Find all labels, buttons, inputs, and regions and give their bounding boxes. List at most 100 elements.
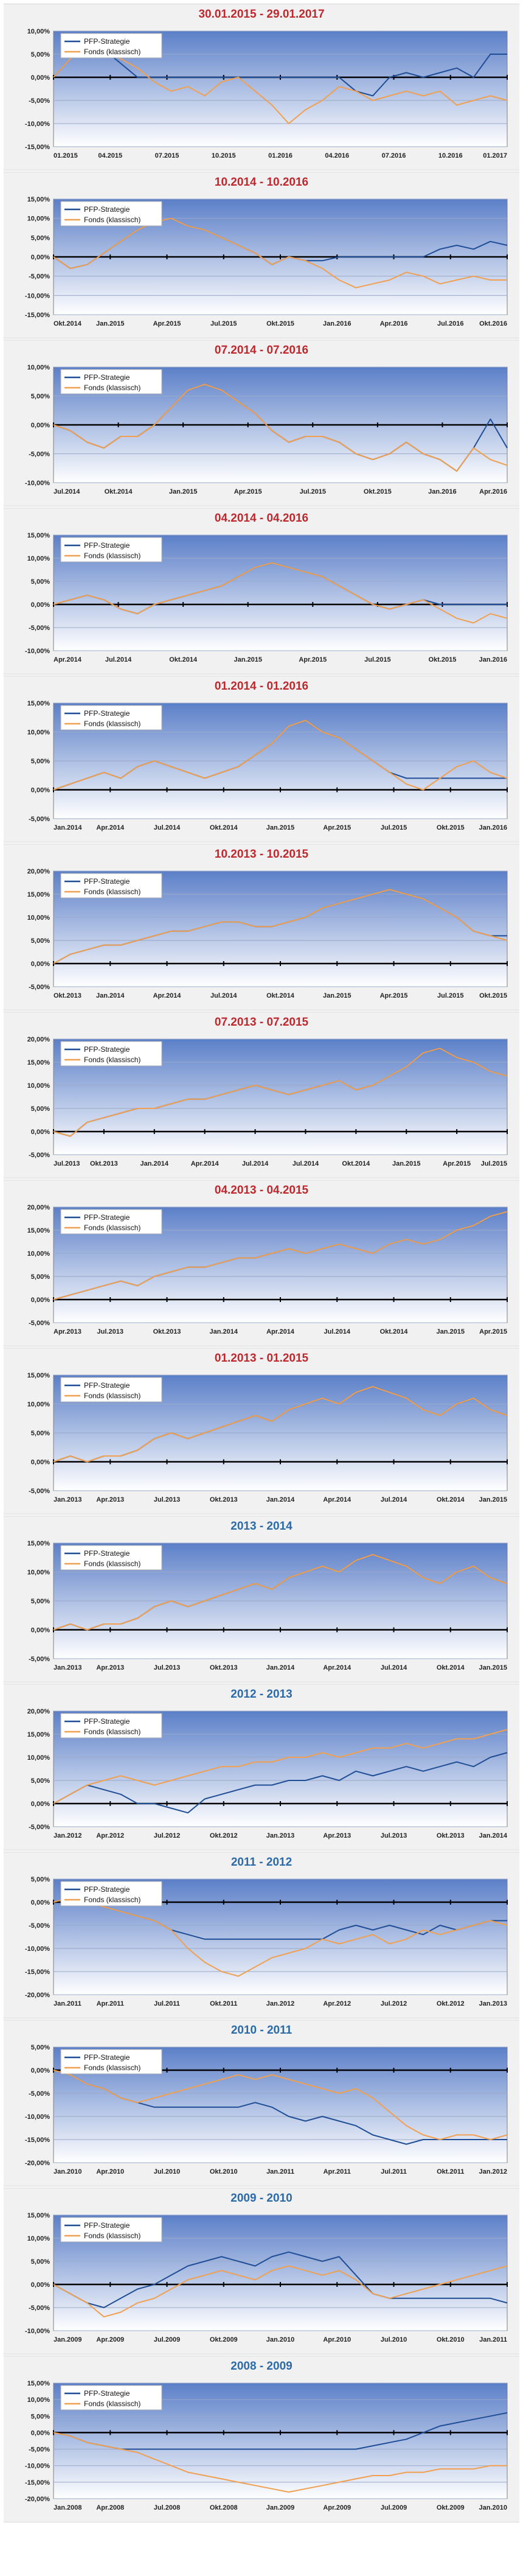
x-tick-label: Apr.2015 — [443, 1160, 471, 1167]
x-tick-label: Apr.2013 — [96, 1664, 124, 1671]
x-tick-label: Apr.2015 — [299, 656, 327, 663]
x-tick-label: 01.2015 — [54, 152, 78, 159]
legend-label: PFP-Strategie — [84, 1381, 130, 1390]
x-tick-label: Jul.2014 — [293, 1160, 319, 1167]
chart-panel: 2011 - 2012 5,00% 0,00% -5,00% -10,00% -15,00… — [4, 1852, 519, 2018]
chart-panel: 01.2014 - 01.2016 15,00% 10,00% 5,00% 0,00% -… — [4, 676, 519, 842]
y-tick-label: 20,00% — [27, 1708, 50, 1715]
x-tick-label: Jan.2010 — [54, 2168, 81, 2175]
line-chart: 20,00% 15,00% 10,00% 5,00% 0,00% -5,00% Jul.20… — [27, 1036, 508, 1167]
legend-label: Fonds (klassisch) — [84, 1391, 140, 1400]
x-tick-label: Jan.2011 — [54, 2000, 81, 2007]
x-tick-label: Apr.2009 — [96, 2336, 124, 2343]
y-tick-label: 5,00% — [31, 234, 50, 242]
x-tick-label: Jan.2015 — [437, 1328, 465, 1335]
y-tick-label: 5,00% — [31, 1430, 50, 1437]
y-tick-label: 15,00% — [27, 1540, 50, 1547]
y-tick-label: -10,00% — [25, 2463, 50, 2470]
legend-label: Fonds (klassisch) — [84, 2231, 140, 2240]
y-tick-label: 0,00% — [31, 1459, 50, 1466]
x-tick-label: Apr.2011 — [324, 2168, 351, 2175]
x-tick-label: Jan.2014 — [266, 1496, 295, 1503]
x-tick-label: Jan.2014 — [140, 1160, 169, 1167]
y-tick-label: 0,00% — [31, 2281, 50, 2289]
x-tick-label: Jul.2011 — [381, 2168, 407, 2175]
y-tick-label: 10,00% — [27, 1401, 50, 1409]
y-tick-label: 15,00% — [27, 1227, 50, 1234]
x-tick-label: Apr.2014 — [96, 824, 125, 831]
x-tick-label: Apr.2014 — [323, 1664, 352, 1671]
y-tick-label: 0,00% — [31, 1297, 50, 1304]
x-tick-label: Jan.2014 — [479, 1832, 508, 1839]
line-chart: 20,00% 15,00% 10,00% 5,00% 0,00% -5,00% Apr.20… — [27, 1204, 508, 1335]
y-tick-label: 10,00% — [27, 2396, 50, 2404]
x-tick-label: Jul.2009 — [381, 2504, 407, 2511]
x-tick-label: Apr.2012 — [96, 1832, 124, 1839]
legend-label: Fonds (klassisch) — [84, 1559, 140, 1568]
legend-label: PFP-Strategie — [84, 1549, 130, 1558]
chart-title: 2008 - 2009 — [230, 2360, 293, 2373]
x-tick-label: Jul.2015 — [481, 1160, 507, 1167]
x-tick-label: Jul.2015 — [381, 824, 407, 831]
x-tick-label: Jan.2012 — [479, 2168, 507, 2175]
x-tick-label: Apr.2013 — [323, 1832, 351, 1839]
chart-panel: 2009 - 2010 15,00% 10,00% 5,00% 0,00% -5,00% -… — [4, 2188, 519, 2354]
legend-box — [60, 1209, 162, 1234]
x-tick-label: Okt.2008 — [210, 2504, 238, 2511]
y-tick-label: -20,00% — [25, 2496, 50, 2503]
x-tick-label: Okt.2015 — [266, 320, 294, 327]
legend-box — [60, 1713, 162, 1738]
x-tick-label: Okt.2013 — [54, 992, 81, 999]
chart-title: 2011 - 2012 — [230, 1856, 293, 1869]
line-chart: 15,00% 10,00% 5,00% 0,00% -5,00% -10,00% Apr.2… — [25, 532, 508, 663]
series-line-fund — [53, 1211, 508, 1300]
legend-label: Fonds (klassisch) — [84, 551, 140, 560]
line-chart: 20,00% 15,00% 10,00% 5,00% 0,00% -5,00% Okt.20… — [27, 868, 508, 999]
x-tick-label: 01.2016 — [268, 152, 293, 159]
x-tick-label: Apr.2014 — [153, 992, 182, 999]
series-line-fund — [53, 2265, 508, 2318]
y-tick-label: 0,00% — [31, 1627, 50, 1634]
x-tick-label: Jul.2011 — [154, 2000, 180, 2007]
legend-label: PFP-Strategie — [84, 877, 130, 886]
chart-panel: 30.01.2015 - 29.01.2017 10,00% 5,00% 0,00% -… — [4, 4, 519, 170]
x-tick-label: Jan.2016 — [479, 824, 507, 831]
legend-box — [60, 1377, 162, 1402]
x-tick-label: Jan.2015 — [266, 824, 294, 831]
y-tick-label: -15,00% — [25, 1969, 50, 1976]
legend-label: PFP-Strategie — [84, 373, 130, 382]
y-tick-label: 20,00% — [27, 1204, 50, 1211]
legend-label: Fonds (klassisch) — [84, 1727, 140, 1736]
y-tick-label: 15,00% — [27, 196, 50, 203]
chart-panel: 07.2014 - 07.2016 10,00% 5,00% 0,00% -5,00% -… — [4, 340, 519, 506]
chart-title: 2012 - 2013 — [230, 1688, 293, 1701]
line-chart: 10,00% 5,00% 0,00% -5,00% -10,00% -15,00% 01.2… — [25, 28, 508, 159]
y-tick-label: 0,00% — [31, 1899, 50, 1906]
y-tick-label: 5,00% — [31, 393, 50, 401]
y-tick-label: -15,00% — [25, 2137, 50, 2144]
chart-title: 2010 - 2011 — [230, 2024, 293, 2037]
y-tick-label: -5,00% — [29, 1488, 50, 1495]
x-tick-label: Apr.2014 — [266, 1328, 295, 1335]
y-tick-label: 15,00% — [27, 2212, 50, 2219]
x-tick-label: Apr.2015 — [153, 320, 181, 327]
y-tick-label: 15,00% — [27, 700, 50, 707]
y-tick-label: -5,00% — [29, 2446, 50, 2454]
x-tick-label: Jan.2013 — [479, 2000, 507, 2007]
x-tick-label: Jan.2009 — [266, 2504, 294, 2511]
x-tick-label: Jan.2015 — [479, 1496, 507, 1503]
x-tick-label: 01.2017 — [483, 152, 507, 159]
x-tick-label: Apr.2008 — [96, 2504, 124, 2511]
x-tick-label: Okt.2014 — [210, 824, 238, 831]
y-tick-label: 15,00% — [27, 1372, 50, 1379]
legend-label: PFP-Strategie — [84, 709, 130, 718]
y-tick-label: 5,00% — [31, 578, 50, 586]
x-tick-label: Apr.2016 — [479, 488, 507, 495]
x-tick-label: Okt.2015 — [428, 656, 456, 663]
x-tick-label: Apr.2010 — [323, 2336, 351, 2343]
chart-title: 07.2013 - 07.2015 — [214, 1016, 309, 1029]
